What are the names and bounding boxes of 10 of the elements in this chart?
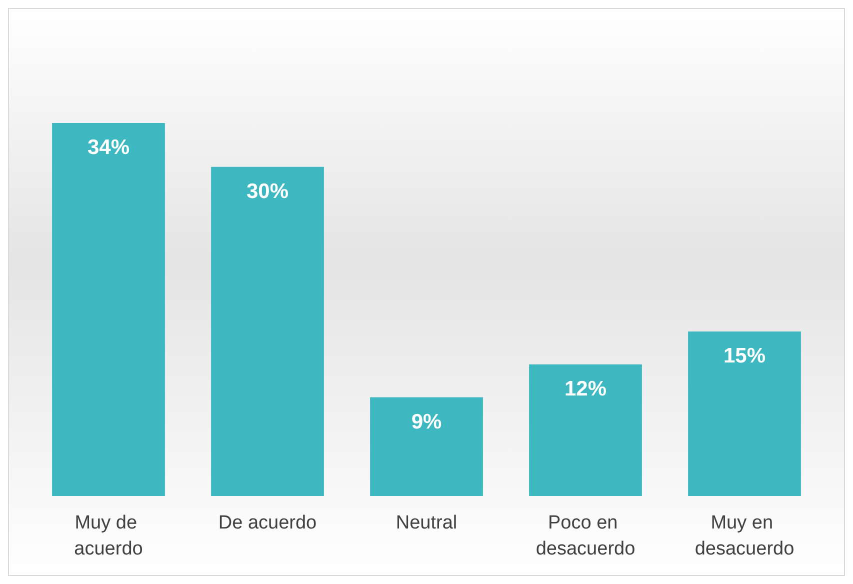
x-tick-label: De acuerdo [218, 512, 317, 534]
data-label: 9% [411, 410, 442, 434]
data-label: 12% [564, 377, 607, 400]
x-tick-label: Muy en desacuerdo [694, 512, 794, 560]
x-tick-label: Muy de acuerdo [74, 512, 143, 560]
data-label: 15% [723, 344, 766, 368]
data-label: 34% [87, 136, 130, 159]
x-tick-label: Poco en desacuerdo [536, 512, 636, 560]
x-tick-label: Neutral [396, 512, 458, 534]
data-label: 30% [246, 180, 289, 203]
